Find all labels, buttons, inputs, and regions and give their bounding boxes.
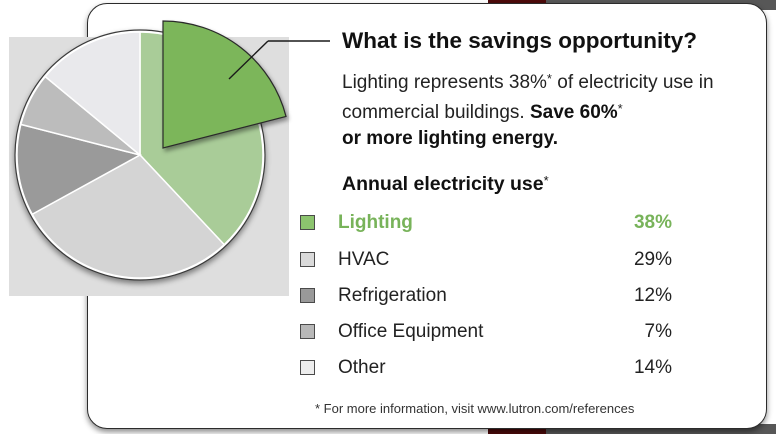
legend-swatch-other [300,360,315,375]
legend-value-office-equipment: 7% [644,321,672,342]
description-asterisk-1: * [546,71,552,86]
legend-row-other: Other 14% [300,356,672,382]
legend-label-hvac: HVAC [338,249,390,270]
legend-row-refrigeration: Refrigeration 12% [300,284,672,310]
bottom-dark-band [546,424,776,434]
description-bold-2: or more lighting energy. [342,128,559,149]
section-heading-text: Annual electricity use [342,173,544,195]
legend-swatch-refrigeration [300,288,315,303]
section-heading: Annual electricity use* [342,173,549,196]
description-bold-1: Save 60% [529,102,618,123]
legend-swatch-office-equipment [300,324,315,339]
legend-row-hvac: HVAC 29% [300,248,672,274]
legend-value-hvac: 29% [633,249,672,270]
legend-label-lighting: Lighting [338,212,413,233]
legend-row-office-equipment: Office Equipment 7% [300,320,672,346]
section-heading-asterisk: * [543,173,549,188]
footnote: * For more information, visit www.lutron… [315,401,635,416]
legend-label-other: Other [338,357,386,378]
legend-value-lighting: 38% [633,212,672,233]
legend-row-lighting: Lighting 38% [300,211,672,237]
legend-label-office-equipment: Office Equipment [338,321,484,342]
pie-backdrop [9,37,289,296]
description-text-1: Lighting represents 38% [342,72,547,93]
description: Lighting represents 38%* of electricity … [342,66,762,152]
description-asterisk-2: * [617,101,623,116]
description-text-2: of electricity use in commercial buildin… [342,72,714,123]
legend-swatch-hvac [300,252,315,267]
bottom-red-strip [488,424,546,434]
legend-value-other: 14% [633,357,672,378]
legend-swatch-lighting [300,215,315,230]
legend-value-refrigeration: 12% [633,285,672,306]
page-title: What is the savings opportunity? [342,28,698,53]
legend-label-refrigeration: Refrigeration [338,285,447,306]
